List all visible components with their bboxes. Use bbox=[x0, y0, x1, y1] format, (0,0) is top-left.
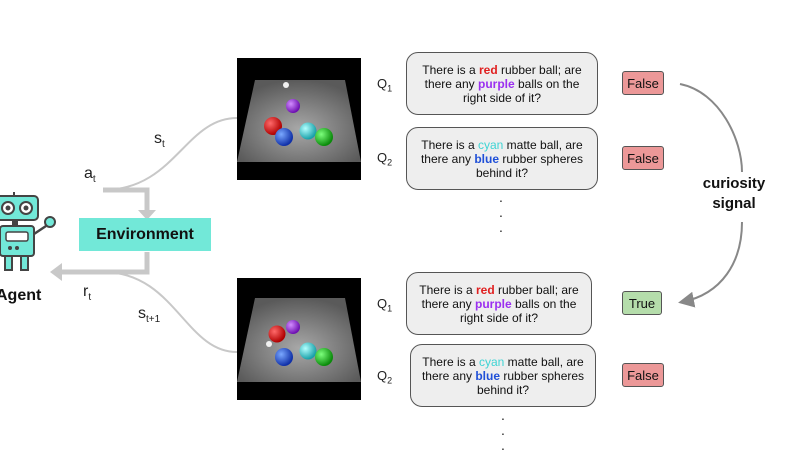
question-label: Q2 bbox=[377, 150, 393, 168]
scene-image-t bbox=[237, 58, 361, 180]
ellipsis-dot: . bbox=[499, 219, 503, 235]
reward-arrow bbox=[62, 252, 150, 275]
answer-badge: True bbox=[622, 291, 662, 315]
state-symbol-t1: st+1 bbox=[138, 305, 161, 326]
ellipsis-dot: . bbox=[499, 204, 503, 220]
question-box: There is a cyan matte ball, are there an… bbox=[410, 344, 596, 407]
curiosity-arc-bottom bbox=[678, 221, 743, 308]
answer-badge: False bbox=[622, 71, 664, 95]
environment-box: Environment bbox=[79, 218, 211, 251]
ellipsis-dot: . bbox=[499, 189, 503, 205]
question-text: There is a cyan matte ball, are there an… bbox=[421, 354, 585, 397]
question-label: Q1 bbox=[377, 296, 393, 314]
robot-icon bbox=[0, 192, 56, 271]
agent-label: Agent bbox=[0, 287, 42, 304]
ellipsis-dot: . bbox=[501, 422, 505, 438]
question-text: There is a cyan matte ball, are there an… bbox=[420, 137, 584, 180]
reward-symbol: rt bbox=[83, 283, 92, 304]
question-label: Q2 bbox=[377, 368, 393, 386]
action-arrow bbox=[103, 187, 150, 212]
question-text: There is a red rubber ball; are there an… bbox=[422, 62, 582, 105]
ellipsis-dot: . bbox=[501, 437, 505, 453]
curiosity-arc-top bbox=[679, 83, 743, 173]
question-label: Q1 bbox=[377, 76, 393, 94]
action-symbol: at bbox=[84, 165, 96, 186]
curiosity-signal-label: curiosity signal bbox=[702, 175, 766, 212]
question-box: There is a red rubber ball; are there an… bbox=[406, 272, 592, 335]
scene-image-t1 bbox=[237, 278, 361, 400]
answer-badge: False bbox=[622, 363, 664, 387]
answer-badge: False bbox=[622, 146, 664, 170]
question-box: There is a cyan matte ball, are there an… bbox=[406, 127, 598, 190]
state-curve-t1 bbox=[102, 271, 238, 353]
ellipsis-dot: . bbox=[501, 407, 505, 423]
state-curve-t bbox=[102, 117, 238, 191]
question-text: There is a red rubber ball; are there an… bbox=[419, 282, 579, 325]
state-symbol-t: st bbox=[154, 130, 165, 151]
question-box: There is a red rubber ball; are there an… bbox=[406, 52, 598, 115]
